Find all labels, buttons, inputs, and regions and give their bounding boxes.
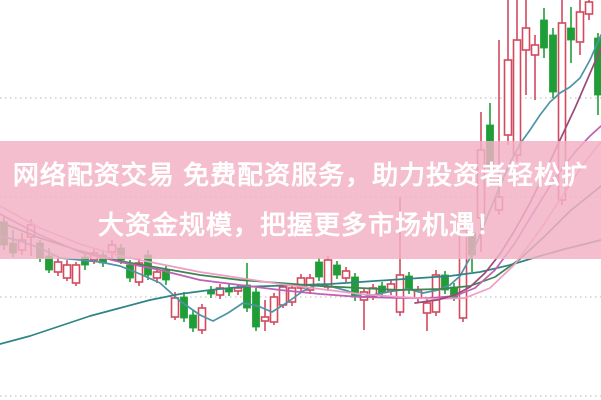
- candle-down: [45, 255, 53, 271]
- candle-up: [476, 149, 486, 219]
- candle-down: [486, 124, 494, 169]
- candle-down: [333, 264, 341, 276]
- candle-up: [575, 11, 585, 43]
- candle-up: [296, 277, 306, 289]
- candle-up: [512, 39, 522, 156]
- candle-up: [215, 287, 225, 296]
- candle-down: [315, 261, 323, 278]
- candle-down: [252, 291, 260, 328]
- candle-down: [540, 19, 548, 49]
- candle-up: [62, 264, 72, 279]
- candle-up: [287, 287, 297, 303]
- ma-slow-teal: [0, 239, 601, 345]
- candle-up: [53, 261, 63, 273]
- candle-up: [152, 271, 162, 279]
- candle-up: [260, 316, 270, 322]
- candle-up: [503, 59, 513, 136]
- candle-up: [233, 287, 243, 292]
- candle-down: [567, 27, 575, 41]
- ma-magenta: [0, 125, 601, 299]
- candle-up: [323, 259, 333, 288]
- candle-down: [180, 296, 188, 319]
- candle-up: [197, 307, 207, 331]
- candle-down: [189, 314, 197, 329]
- candle-down: [549, 34, 557, 93]
- candle-up: [530, 44, 540, 56]
- candle-down: [162, 269, 170, 281]
- candle-down: [243, 284, 251, 309]
- candle-up: [584, 1, 594, 15]
- candle-down: [441, 274, 449, 291]
- candle-up: [431, 274, 441, 313]
- candle-up: [494, 196, 504, 211]
- candle-up: [341, 270, 351, 279]
- candle-up: [521, 27, 531, 51]
- candle-up: [71, 264, 81, 284]
- candle-down: [117, 247, 125, 261]
- candle-up: [422, 302, 432, 314]
- candle-down: [594, 37, 601, 96]
- candle-up: [170, 297, 180, 318]
- candle-down: [36, 242, 44, 259]
- candle-up: [107, 244, 117, 253]
- candle-up: [395, 274, 405, 313]
- candle-down: [9, 242, 17, 254]
